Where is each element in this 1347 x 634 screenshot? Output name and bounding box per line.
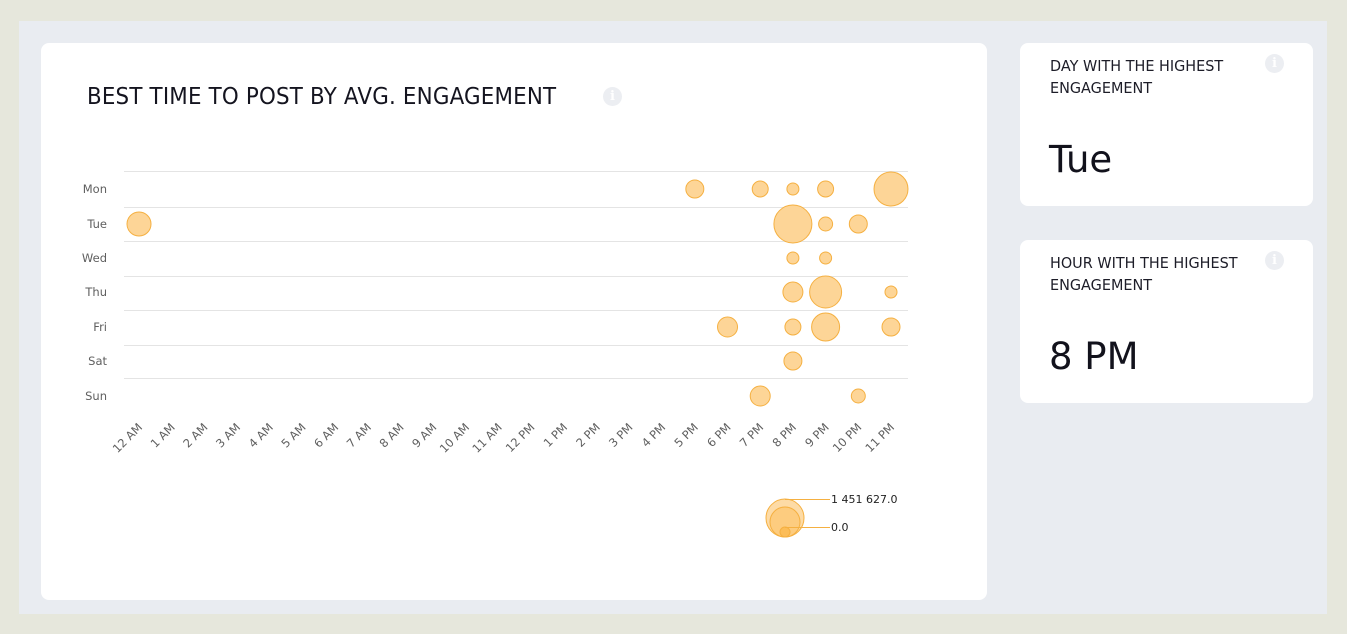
bubble xyxy=(685,179,705,199)
bubble xyxy=(850,388,866,404)
x-tick-label: 1 AM xyxy=(148,420,178,450)
info-icon[interactable]: i xyxy=(603,87,622,106)
x-tick-label: 12 AM xyxy=(110,420,145,455)
bubble xyxy=(873,171,909,207)
x-tick-label: 4 PM xyxy=(639,420,669,450)
y-tick-label: Sat xyxy=(88,354,107,368)
bubble xyxy=(126,211,152,237)
bubble xyxy=(818,216,834,232)
bubble xyxy=(784,318,802,336)
stat-value: 8 PM xyxy=(1049,335,1139,378)
bubble xyxy=(786,251,800,265)
bubble xyxy=(811,312,841,342)
x-tick-label: 3 PM xyxy=(606,420,636,450)
gridlines xyxy=(124,171,908,379)
bubbles xyxy=(126,171,909,407)
hour-highest-engagement-card: HOUR WITH THE HIGHEST ENGAGEMENT i 8 PM xyxy=(1020,240,1313,403)
x-tick-label: 9 PM xyxy=(802,420,832,450)
x-tick-label: 2 AM xyxy=(180,420,210,450)
size-legend: 1 451 627.0 0.0 xyxy=(765,493,897,538)
x-tick-label: 3 AM xyxy=(213,420,243,450)
legend-label-min: 0.0 xyxy=(831,521,849,534)
bubble xyxy=(817,180,835,198)
bubble xyxy=(783,351,803,371)
stat-label: DAY WITH THE HIGHEST ENGAGEMENT xyxy=(1050,57,1224,97)
bubble xyxy=(786,182,800,196)
x-tick-label: 2 PM xyxy=(573,420,603,450)
bubble xyxy=(881,317,901,337)
x-tick-label: 7 AM xyxy=(344,420,374,450)
y-axis-labels: Mon Tue Wed Thu Fri Sat Sun xyxy=(82,182,108,403)
y-tick-label: Thu xyxy=(84,285,107,299)
x-tick-label: 9 AM xyxy=(409,420,439,450)
y-tick-label: Fri xyxy=(93,320,107,334)
x-tick-label: 6 PM xyxy=(704,420,734,450)
bubble xyxy=(848,214,868,234)
x-tick-label: 8 PM xyxy=(769,420,799,450)
y-tick-label: Tue xyxy=(86,217,107,231)
x-tick-label: 12 PM xyxy=(503,420,538,455)
y-tick-label: Wed xyxy=(82,251,107,265)
x-tick-label: 1 PM xyxy=(541,420,571,450)
x-tick-label: 10 PM xyxy=(830,420,865,455)
x-axis-labels: 12 AM 1 AM 2 AM 3 AM 4 AM 5 AM 6 AM 7 AM 8 AM 9 A… xyxy=(110,420,897,455)
stat-label: HOUR WITH THE HIGHEST ENGAGEMENT xyxy=(1050,254,1238,294)
bubble xyxy=(819,251,833,265)
legend-bubble-min xyxy=(779,526,791,538)
x-tick-label: 8 AM xyxy=(376,420,406,450)
x-tick-label: 6 AM xyxy=(311,420,341,450)
stat-value: Tue xyxy=(1049,138,1113,181)
x-tick-label: 4 AM xyxy=(246,420,276,450)
bubble xyxy=(773,204,813,244)
info-icon[interactable]: i xyxy=(1265,54,1284,73)
legend-label-max: 1 451 627.0 xyxy=(831,493,897,506)
x-tick-label: 11 PM xyxy=(862,420,897,455)
x-tick-label: 5 PM xyxy=(671,420,701,450)
bubble xyxy=(809,275,843,309)
x-tick-label: 10 AM xyxy=(437,420,472,455)
bubble xyxy=(782,281,804,303)
y-tick-label: Sun xyxy=(85,389,107,403)
info-icon[interactable]: i xyxy=(1265,251,1284,270)
x-tick-label: 5 AM xyxy=(278,420,308,450)
y-tick-label: Mon xyxy=(83,182,107,196)
x-tick-label: 11 AM xyxy=(469,420,504,455)
x-tick-label: 7 PM xyxy=(737,420,767,450)
day-highest-engagement-card: DAY WITH THE HIGHEST ENGAGEMENT i Tue xyxy=(1020,43,1313,206)
bubble xyxy=(717,316,739,338)
bubble xyxy=(884,285,898,299)
chart-title: BEST TIME TO POST BY AVG. ENGAGEMENT xyxy=(87,84,557,110)
bubble xyxy=(751,180,769,198)
bubble xyxy=(749,385,771,407)
